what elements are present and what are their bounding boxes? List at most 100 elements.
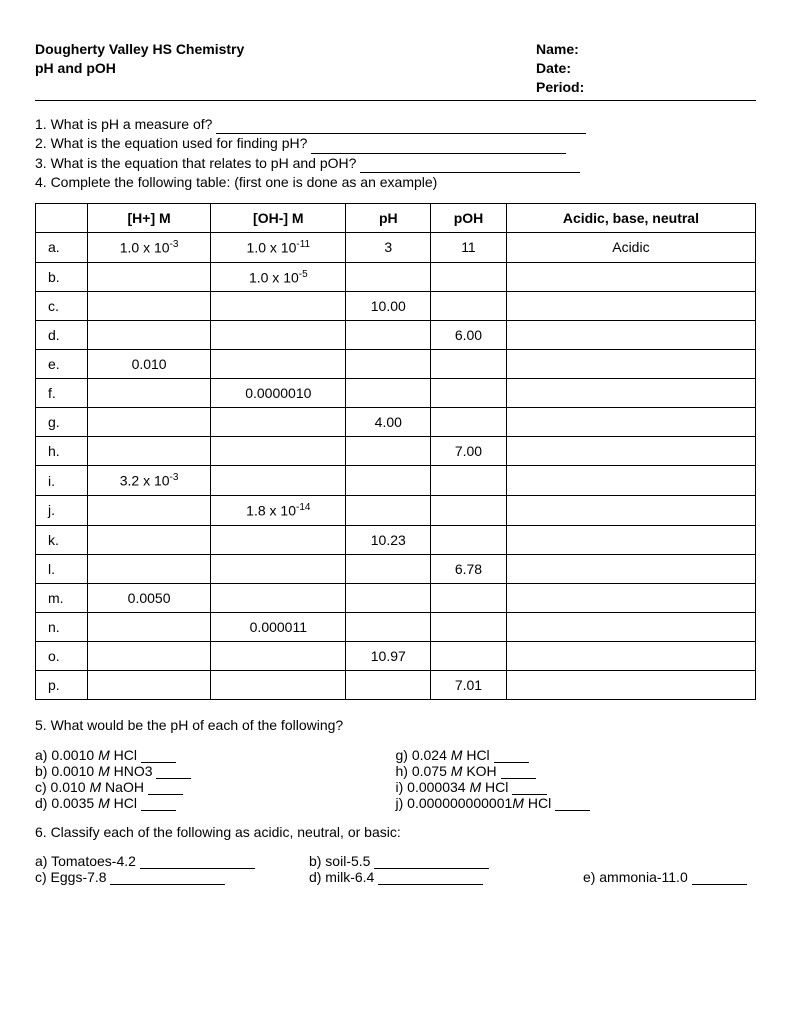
table-row: e.0.010 — [36, 350, 756, 379]
table-cell[interactable] — [431, 379, 507, 408]
table-cell[interactable] — [88, 321, 211, 350]
table-cell[interactable] — [211, 554, 346, 583]
table-cell[interactable] — [88, 408, 211, 437]
table-cell[interactable] — [88, 641, 211, 670]
q5g: g) 0.024 — [396, 747, 451, 763]
table-cell[interactable] — [431, 641, 507, 670]
table-cell[interactable] — [88, 670, 211, 699]
table-cell[interactable]: 3 — [346, 233, 431, 263]
table-cell[interactable] — [88, 437, 211, 466]
table-cell[interactable] — [431, 612, 507, 641]
table-cell[interactable] — [211, 466, 346, 496]
row-label: h. — [36, 437, 88, 466]
table-cell[interactable] — [211, 350, 346, 379]
table-cell[interactable] — [431, 408, 507, 437]
table-cell[interactable]: 4.00 — [346, 408, 431, 437]
table-cell[interactable] — [431, 466, 507, 496]
table-cell[interactable] — [88, 496, 211, 526]
table-cell[interactable] — [346, 379, 431, 408]
topic: pH and pOH — [35, 60, 116, 76]
table-cell[interactable]: 6.78 — [431, 554, 507, 583]
row-label: e. — [36, 350, 88, 379]
table-cell[interactable] — [506, 670, 755, 699]
table-cell[interactable] — [506, 350, 755, 379]
row-label: a. — [36, 233, 88, 263]
table-cell[interactable] — [431, 350, 507, 379]
q6-answers: a) Tomatoes-4.2 c) Eggs-7.8 b) soil-5.5 … — [35, 853, 756, 885]
table-cell[interactable] — [88, 262, 211, 292]
table-cell[interactable] — [506, 262, 755, 292]
table-cell[interactable] — [506, 466, 755, 496]
table-cell[interactable] — [431, 583, 507, 612]
table-cell[interactable] — [506, 292, 755, 321]
table-cell[interactable] — [211, 292, 346, 321]
q5j-blank[interactable] — [555, 810, 590, 811]
table-row: b.1.0 x 10-5 — [36, 262, 756, 292]
q5d-blank[interactable] — [141, 810, 176, 811]
table-cell[interactable] — [506, 437, 755, 466]
table-cell[interactable]: 1.0 x 10-11 — [211, 233, 346, 263]
row-label: k. — [36, 525, 88, 554]
table-cell[interactable] — [88, 292, 211, 321]
table-cell[interactable]: 1.0 x 10-3 — [88, 233, 211, 263]
table-cell[interactable]: 0.000011 — [211, 612, 346, 641]
table-cell[interactable]: Acidic — [506, 233, 755, 263]
table-cell[interactable]: 6.00 — [431, 321, 507, 350]
q6e-blank[interactable] — [692, 884, 747, 885]
table-header-row: [H+] M [OH-] M pH pOH Acidic, base, neut… — [36, 204, 756, 233]
table-cell[interactable] — [88, 554, 211, 583]
table-cell[interactable]: 1.8 x 10-14 — [211, 496, 346, 526]
table-cell[interactable] — [346, 554, 431, 583]
table-cell[interactable] — [431, 525, 507, 554]
q5c: c) 0.010 — [35, 779, 89, 795]
table-cell[interactable]: 0.0050 — [88, 583, 211, 612]
table-cell[interactable] — [346, 350, 431, 379]
table-cell[interactable] — [211, 408, 346, 437]
row-label: l. — [36, 554, 88, 583]
table-row: m.0.0050 — [36, 583, 756, 612]
ph-table: [H+] M [OH-] M pH pOH Acidic, base, neut… — [35, 203, 756, 700]
table-cell[interactable] — [346, 670, 431, 699]
table-cell[interactable]: 10.00 — [346, 292, 431, 321]
table-cell[interactable] — [431, 496, 507, 526]
table-cell[interactable] — [346, 496, 431, 526]
table-cell[interactable] — [211, 641, 346, 670]
table-cell[interactable] — [506, 496, 755, 526]
q6d-blank[interactable] — [378, 884, 483, 885]
table-cell[interactable] — [211, 525, 346, 554]
table-cell[interactable] — [346, 262, 431, 292]
table-cell[interactable] — [506, 379, 755, 408]
table-cell[interactable] — [346, 321, 431, 350]
table-cell[interactable] — [346, 612, 431, 641]
table-cell[interactable] — [431, 262, 507, 292]
table-cell[interactable] — [506, 321, 755, 350]
row-label: m. — [36, 583, 88, 612]
table-cell[interactable] — [88, 379, 211, 408]
table-cell[interactable] — [211, 437, 346, 466]
table-cell[interactable]: 11 — [431, 233, 507, 263]
table-cell[interactable]: 10.97 — [346, 641, 431, 670]
table-cell[interactable] — [506, 583, 755, 612]
table-cell[interactable] — [506, 612, 755, 641]
table-cell[interactable] — [506, 554, 755, 583]
table-cell[interactable] — [211, 321, 346, 350]
table-cell[interactable] — [88, 612, 211, 641]
table-cell[interactable] — [506, 525, 755, 554]
table-cell[interactable] — [346, 437, 431, 466]
table-cell[interactable] — [346, 466, 431, 496]
table-cell[interactable]: 7.01 — [431, 670, 507, 699]
table-cell[interactable]: 7.00 — [431, 437, 507, 466]
q6c-blank[interactable] — [110, 884, 225, 885]
table-cell[interactable] — [346, 583, 431, 612]
table-cell[interactable]: 10.23 — [346, 525, 431, 554]
table-cell[interactable]: 0.0000010 — [211, 379, 346, 408]
table-cell[interactable] — [88, 525, 211, 554]
table-cell[interactable] — [211, 670, 346, 699]
table-cell[interactable] — [431, 292, 507, 321]
table-cell[interactable]: 1.0 x 10-5 — [211, 262, 346, 292]
table-cell[interactable] — [506, 408, 755, 437]
table-cell[interactable]: 3.2 x 10-3 — [88, 466, 211, 496]
table-cell[interactable] — [506, 641, 755, 670]
table-cell[interactable] — [211, 583, 346, 612]
table-cell[interactable]: 0.010 — [88, 350, 211, 379]
